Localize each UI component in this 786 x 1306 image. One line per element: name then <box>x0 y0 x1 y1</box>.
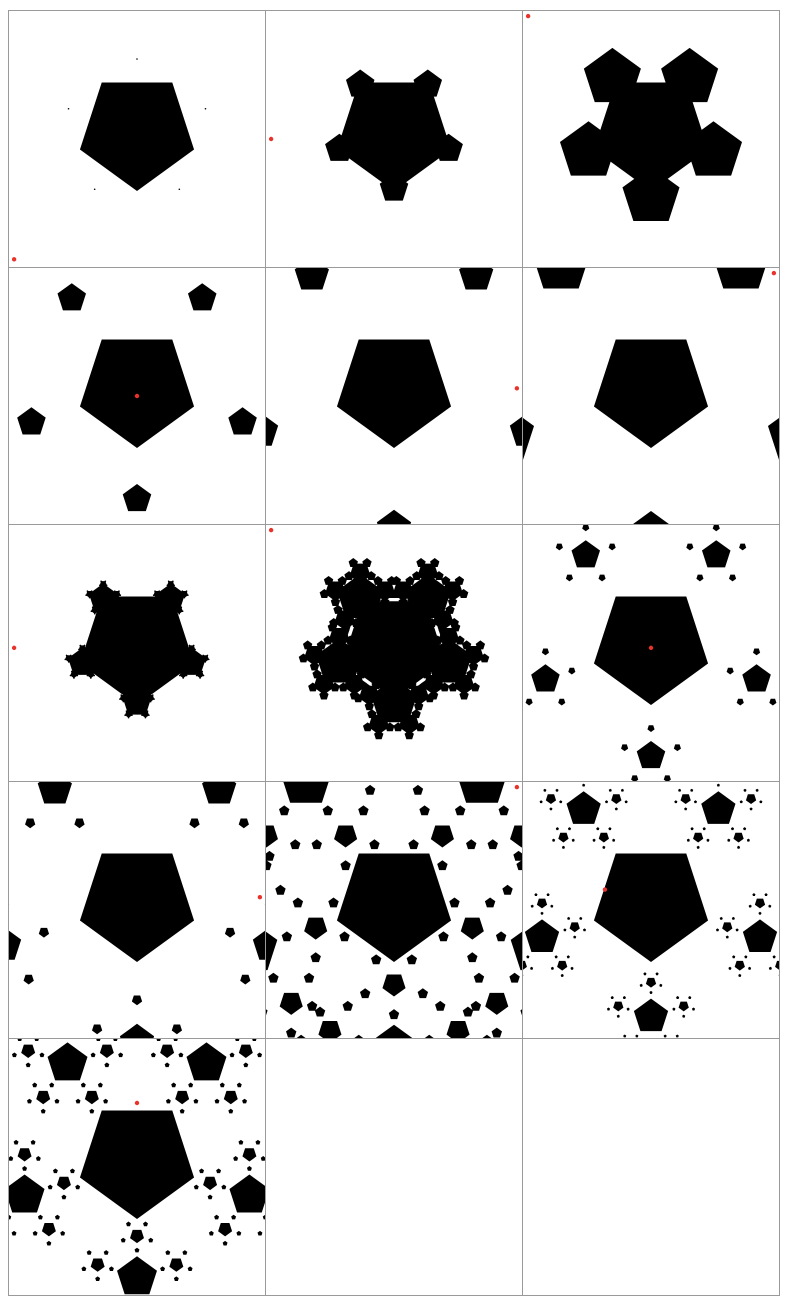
red-marker-dot <box>268 136 274 142</box>
red-marker-dot <box>648 645 654 651</box>
red-marker-dot <box>257 895 263 900</box>
fractal-shape <box>17 283 257 512</box>
dot-mark <box>136 58 138 60</box>
panel-12 <box>523 782 780 1039</box>
fractal-shape <box>559 47 743 221</box>
pentagon-fractal-snow-icon <box>268 527 490 740</box>
panel-2 <box>266 11 523 268</box>
panel-13 <box>9 1039 266 1296</box>
panel-8 <box>266 525 523 782</box>
pentagon-flower-icon <box>525 13 743 221</box>
panel-1 <box>9 11 266 268</box>
panel-15 <box>523 1039 780 1296</box>
pentagon-dense-tiling-icon <box>266 782 522 1038</box>
pentagon-fractal-small-icon <box>11 580 210 719</box>
dot-mark <box>67 107 70 110</box>
red-marker-dot <box>514 784 520 790</box>
fractal-shape <box>298 558 490 740</box>
pentagon-ring-deeper-icon <box>9 1039 265 1295</box>
red-marker-dot <box>771 270 777 276</box>
fractal-shape <box>325 69 463 201</box>
panel-5 <box>266 268 523 525</box>
panel-10 <box>9 782 266 1039</box>
panel-4 <box>9 268 266 525</box>
fractal-shape <box>9 1039 265 1295</box>
red-marker-dot <box>11 645 17 651</box>
dot-mark <box>93 188 96 191</box>
red-marker-dot <box>134 1100 140 1106</box>
fractal-shape <box>64 580 210 719</box>
pentagon-ring-deep-icon <box>523 783 779 1038</box>
panel-grid <box>8 10 780 1296</box>
dot-mark <box>178 188 181 191</box>
panel-14 <box>266 1039 523 1296</box>
fractal-shape <box>266 268 522 524</box>
pentagon-ring-far-fractal-icon <box>9 782 265 1038</box>
red-marker-dot <box>11 257 17 262</box>
fractal-shape <box>525 525 777 781</box>
red-marker-dot <box>268 527 274 533</box>
fractal-shape <box>523 783 779 1038</box>
fractal-shape <box>67 58 207 191</box>
panel-9 <box>523 525 780 782</box>
pentagon-ring-medium-icon <box>266 268 522 524</box>
red-marker-dot <box>514 386 520 391</box>
fractal-shape <box>523 268 779 524</box>
pentagon-ring-small-icon <box>17 283 257 512</box>
panel-3 <box>523 11 780 268</box>
dot-mark <box>204 107 207 110</box>
red-marker-dot <box>134 393 140 399</box>
panel-7 <box>9 525 266 782</box>
pentagon-ring-fractal-icon <box>525 525 777 781</box>
panel-11 <box>266 782 523 1039</box>
red-marker-dot <box>602 887 608 892</box>
fractal-shape <box>9 782 265 1038</box>
fractal-shape <box>266 782 522 1038</box>
panel-6 <box>523 268 780 525</box>
pentagon-ring-large-icon <box>523 268 779 524</box>
pentagon-with-dots-icon <box>11 58 207 262</box>
pentagon-star-icon <box>268 69 463 201</box>
red-marker-dot <box>525 13 531 19</box>
